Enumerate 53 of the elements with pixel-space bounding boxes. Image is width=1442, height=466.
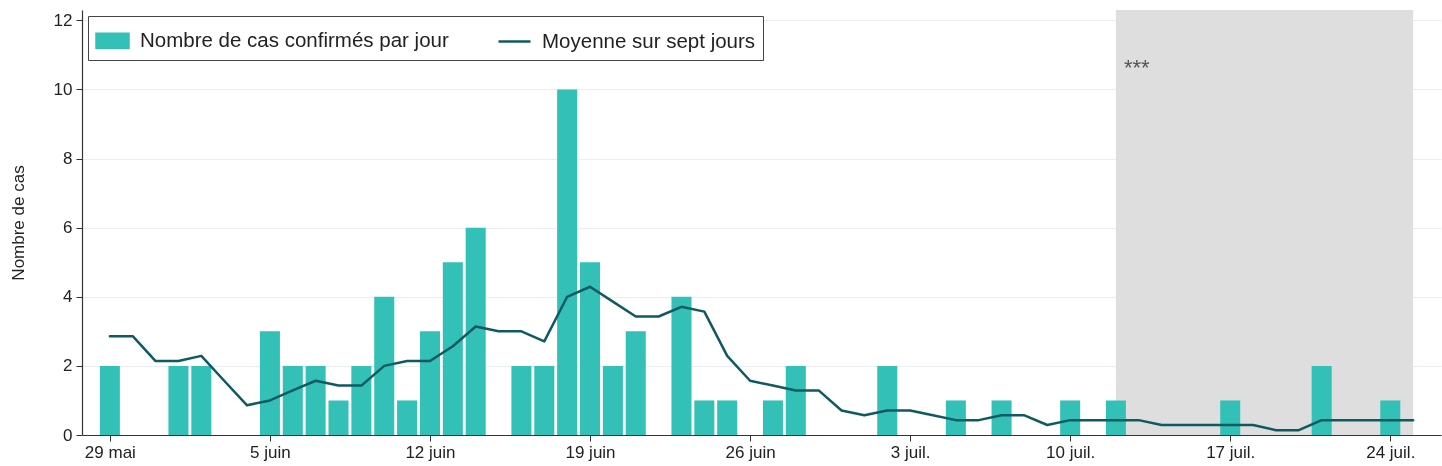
y-tick-label: 6 bbox=[63, 218, 73, 238]
y-tick-label: 8 bbox=[63, 149, 73, 169]
bar bbox=[168, 365, 189, 435]
bar bbox=[419, 331, 440, 435]
band-label: *** bbox=[1123, 55, 1151, 80]
y-tick-label: 2 bbox=[63, 356, 73, 376]
x-tick-label: 12 juin bbox=[405, 442, 456, 462]
bar bbox=[557, 89, 578, 435]
legend-label: Nombre de cas confirmés par jour bbox=[140, 27, 449, 51]
bar bbox=[1060, 400, 1081, 435]
bar bbox=[625, 331, 646, 435]
bar bbox=[945, 400, 966, 435]
bar bbox=[534, 365, 555, 435]
x-tick-label: 17 juil. bbox=[1206, 442, 1256, 462]
bar bbox=[1311, 365, 1332, 435]
bar bbox=[991, 400, 1012, 435]
x-tick-label: 10 juil. bbox=[1046, 442, 1096, 462]
bar bbox=[694, 400, 715, 435]
bar bbox=[877, 365, 898, 435]
bar bbox=[442, 262, 463, 435]
bar bbox=[511, 365, 532, 435]
bar bbox=[282, 365, 303, 435]
bar bbox=[351, 365, 372, 435]
bar bbox=[305, 365, 326, 435]
bar bbox=[1220, 400, 1241, 435]
legend-label: Moyenne sur sept jours bbox=[542, 28, 756, 52]
bar bbox=[717, 400, 738, 435]
bar bbox=[762, 400, 783, 435]
bar bbox=[465, 227, 486, 435]
bar bbox=[191, 365, 212, 435]
bar bbox=[99, 365, 120, 435]
bar bbox=[785, 365, 806, 435]
bar bbox=[374, 296, 395, 435]
x-tick-label: 19 juin bbox=[565, 442, 616, 462]
bar bbox=[1380, 400, 1401, 435]
y-tick-label: 0 bbox=[63, 425, 73, 445]
line-series bbox=[108, 285, 1415, 432]
bar bbox=[1105, 400, 1126, 435]
x-tick-label: 26 juin bbox=[725, 442, 776, 462]
bar bbox=[602, 365, 623, 435]
bar bbox=[328, 400, 349, 435]
bar bbox=[397, 400, 418, 435]
y-axis-title: Nombre de cas bbox=[8, 165, 28, 281]
bar bbox=[259, 331, 280, 435]
x-tick-label: 3 juil. bbox=[890, 442, 931, 462]
y-tick-label: 12 bbox=[53, 10, 73, 30]
bar bbox=[580, 262, 601, 435]
y-tick-label: 4 bbox=[63, 287, 73, 307]
x-tick-label: 24 juil. bbox=[1366, 442, 1416, 462]
bar bbox=[671, 296, 692, 435]
x-tick-label: 5 juin bbox=[250, 442, 291, 462]
y-tick-label: 10 bbox=[53, 79, 73, 99]
x-tick-label: 29 mai bbox=[84, 442, 136, 462]
